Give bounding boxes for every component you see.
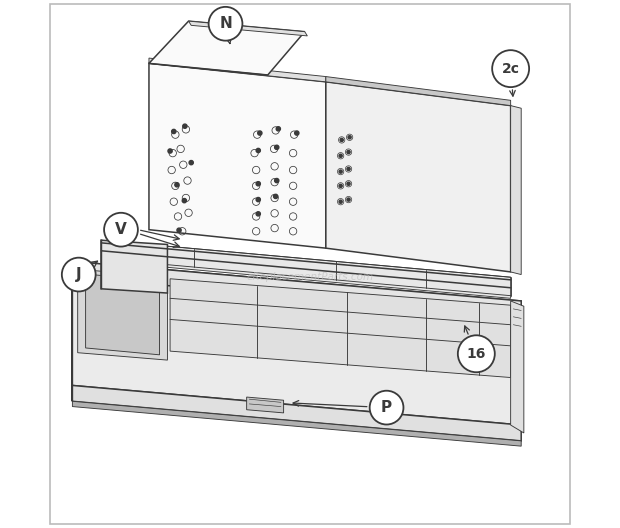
Circle shape [339, 184, 342, 187]
Circle shape [258, 131, 262, 135]
Circle shape [339, 170, 342, 173]
Circle shape [168, 149, 172, 153]
Polygon shape [511, 106, 521, 275]
Circle shape [347, 167, 350, 171]
Polygon shape [78, 269, 167, 360]
Text: 16: 16 [467, 347, 486, 361]
Circle shape [347, 198, 350, 201]
Polygon shape [149, 21, 304, 75]
Polygon shape [247, 397, 283, 413]
Polygon shape [86, 274, 159, 355]
Circle shape [256, 197, 260, 202]
Circle shape [276, 127, 280, 131]
Text: eReplacementParts.com: eReplacementParts.com [246, 272, 374, 282]
Circle shape [256, 148, 260, 153]
Polygon shape [73, 261, 521, 317]
Circle shape [347, 182, 350, 185]
Circle shape [294, 131, 299, 135]
Circle shape [177, 228, 181, 232]
Circle shape [348, 136, 351, 139]
Polygon shape [102, 240, 511, 298]
Polygon shape [73, 261, 521, 425]
Polygon shape [149, 58, 326, 82]
Circle shape [175, 183, 179, 187]
Circle shape [339, 200, 342, 203]
Polygon shape [170, 279, 511, 378]
Text: N: N [219, 16, 232, 31]
Circle shape [273, 194, 278, 199]
Circle shape [275, 178, 279, 183]
Polygon shape [73, 401, 521, 446]
Polygon shape [326, 82, 511, 272]
Text: J: J [76, 267, 82, 282]
Circle shape [370, 391, 404, 425]
Circle shape [256, 212, 260, 216]
Polygon shape [511, 301, 524, 433]
Text: V: V [115, 222, 127, 237]
Circle shape [458, 335, 495, 372]
Polygon shape [188, 21, 308, 36]
Text: P: P [381, 400, 392, 415]
Circle shape [340, 138, 343, 142]
Circle shape [275, 145, 279, 149]
Text: 2c: 2c [502, 62, 520, 76]
Polygon shape [102, 240, 167, 293]
Circle shape [208, 7, 242, 41]
Circle shape [189, 161, 193, 165]
Circle shape [104, 213, 138, 247]
Circle shape [339, 154, 342, 157]
Polygon shape [149, 63, 326, 248]
Circle shape [183, 124, 187, 128]
Circle shape [347, 150, 350, 154]
Circle shape [172, 129, 176, 134]
Circle shape [62, 258, 95, 291]
Polygon shape [326, 77, 511, 106]
Circle shape [492, 50, 529, 87]
Polygon shape [73, 385, 521, 441]
Circle shape [256, 182, 260, 186]
Circle shape [182, 199, 187, 203]
